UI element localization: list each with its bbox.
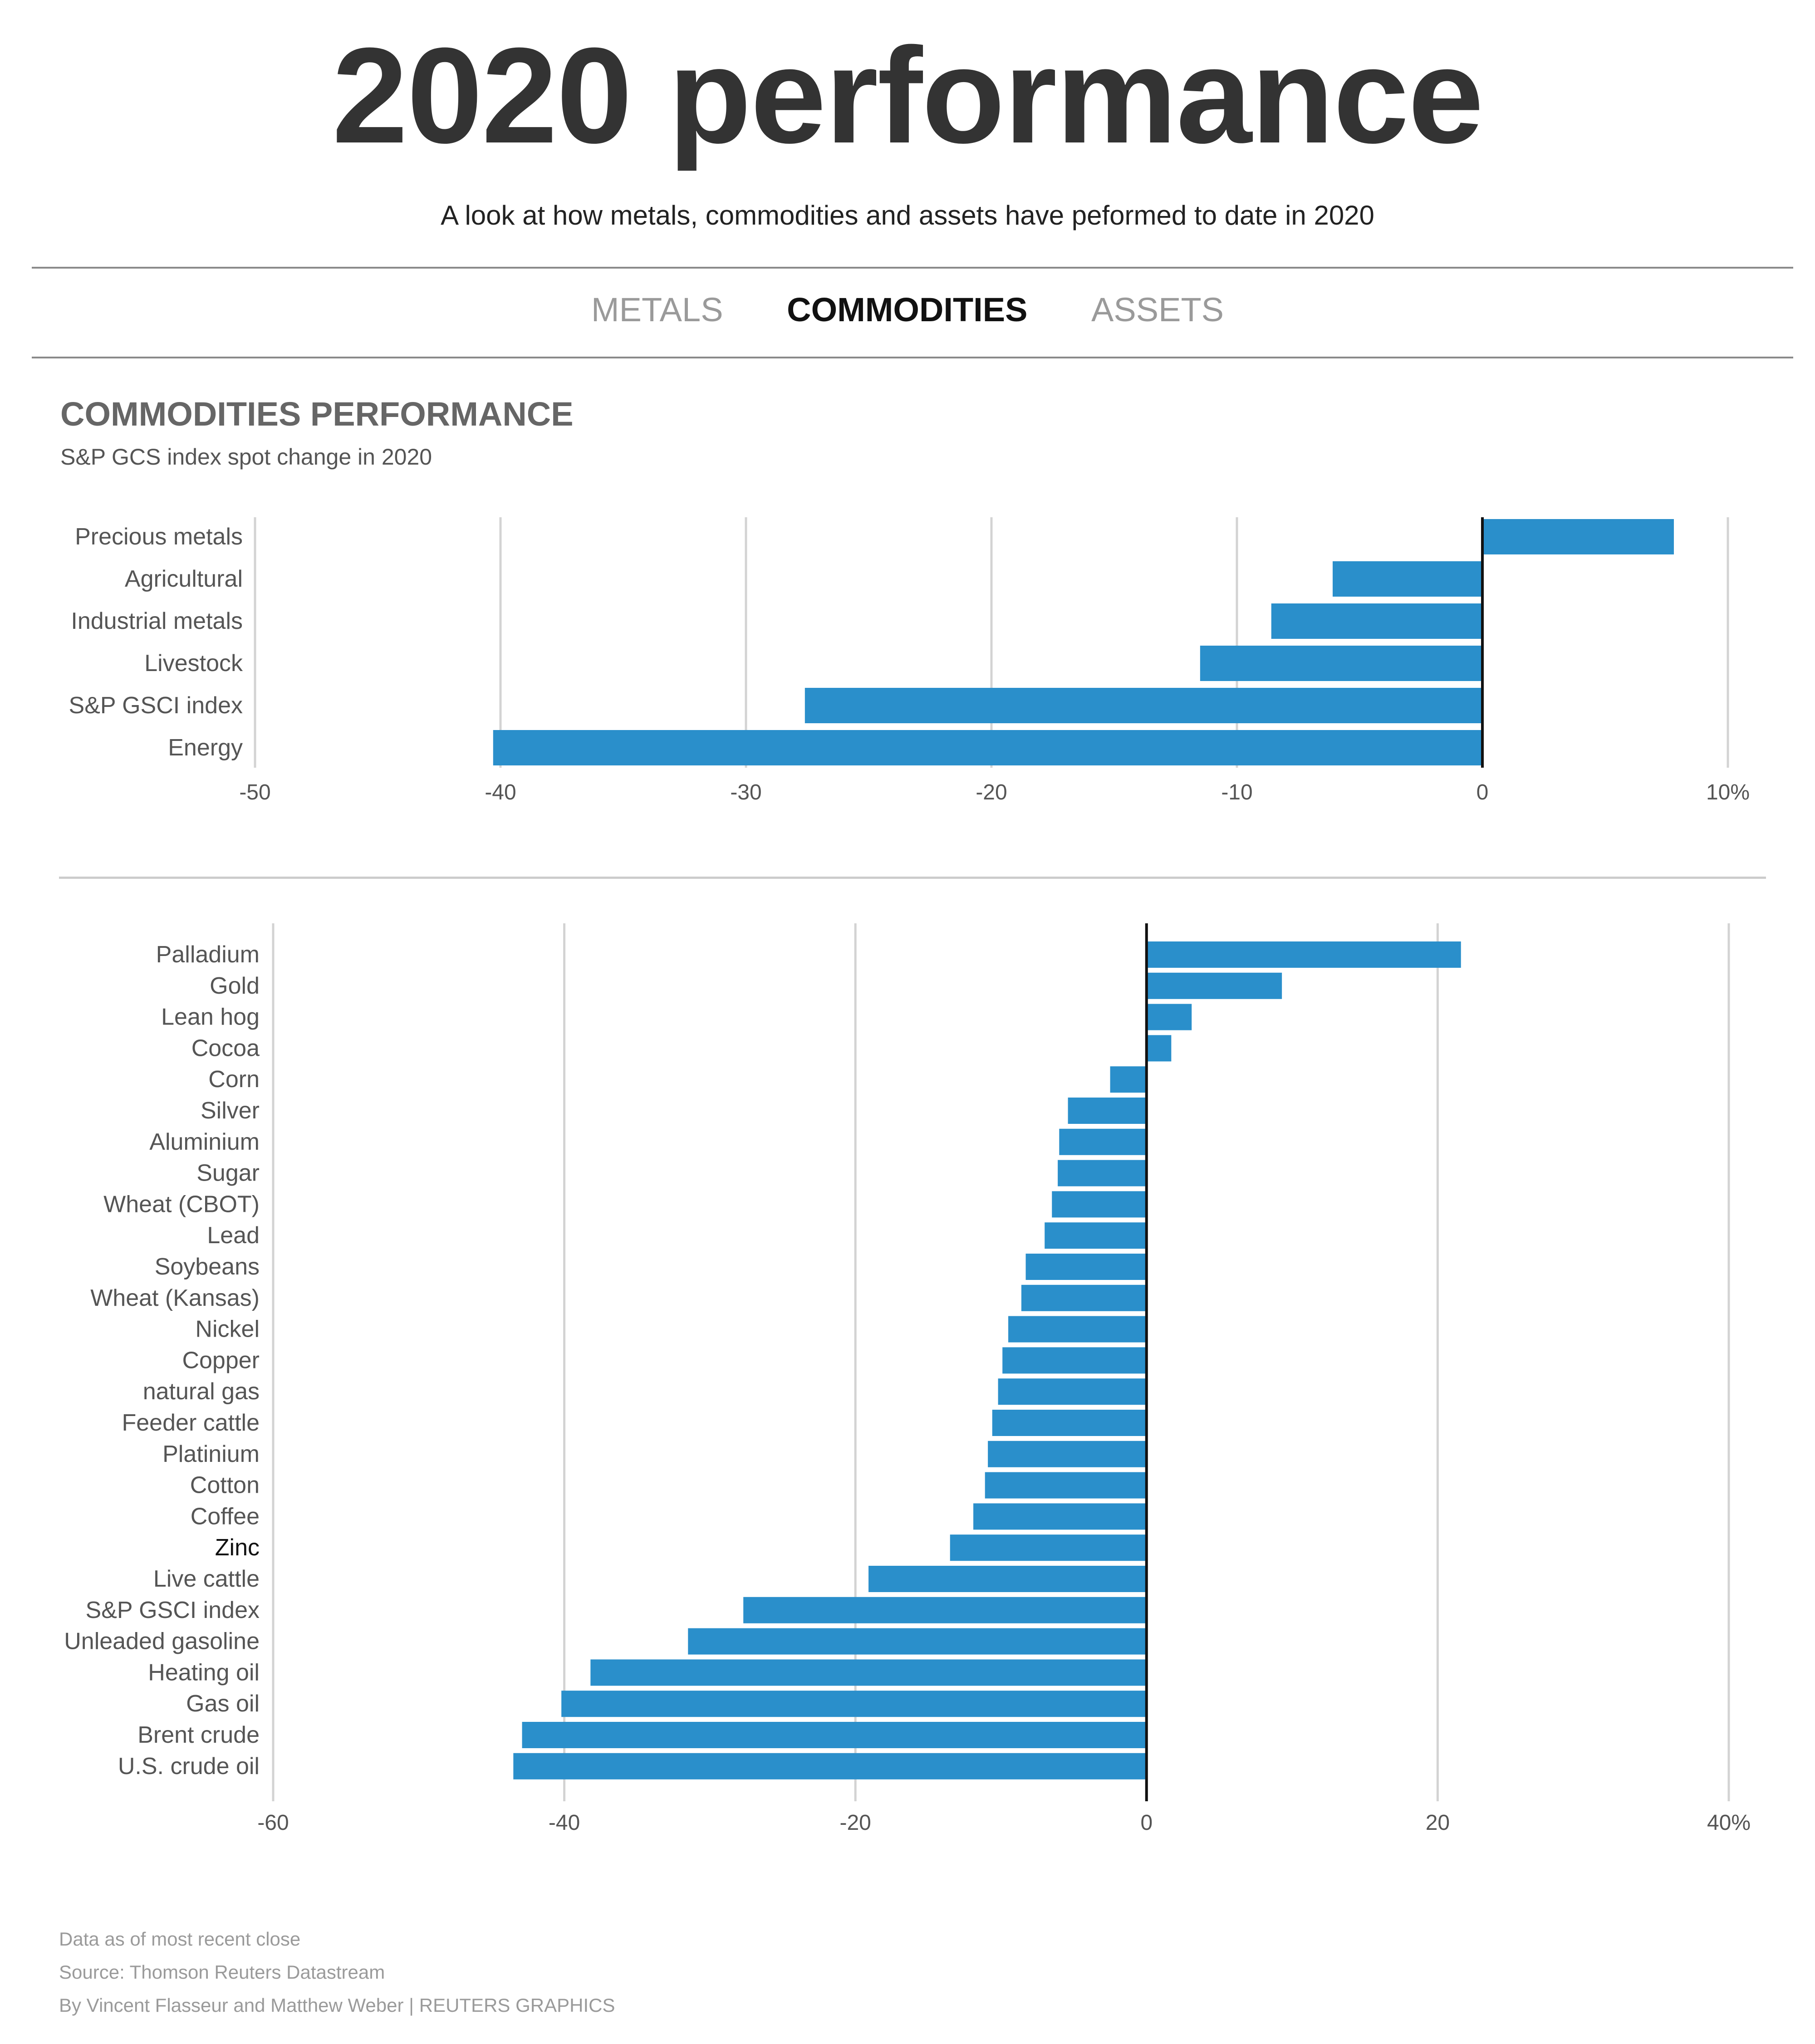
bar [513,1753,1147,1779]
bar [1271,603,1482,639]
bar [1068,1098,1147,1124]
tick-label: 20 [1426,1811,1450,1835]
category-label: S&P GSCI index [69,692,243,719]
category-label: Aluminium [149,1129,260,1155]
bar [988,1441,1147,1467]
tick-label: -30 [730,780,761,804]
bar [561,1691,1147,1717]
tab-commodities[interactable]: COMMODITIES [787,291,1028,328]
footer-credit: By Vincent Flasseur and Matthew Weber | … [59,1995,615,2016]
category-label: Wheat (CBOT) [103,1191,260,1217]
category-label: S&P GSCI index [86,1597,260,1623]
category-label: Cocoa [191,1035,260,1061]
top-divider [32,267,1793,269]
category-label: Agricultural [125,566,243,592]
category-label: Nickel [195,1316,260,1343]
category-label: Gas oil [186,1691,260,1717]
bar [522,1722,1147,1748]
bar [1058,1160,1147,1186]
bar [1021,1284,1147,1311]
category-label: Corn [208,1066,260,1093]
category-label: Lead [207,1222,260,1249]
category-label: Sugar [196,1160,260,1186]
category-label: Brent crude [137,1722,260,1748]
category-label: Energy [168,735,243,761]
category-label: Platinium [162,1441,260,1467]
tick-label: -40 [549,1811,580,1835]
tabs-divider [32,357,1793,358]
bar [1110,1066,1147,1093]
tick-label: -50 [239,780,270,804]
page-title: 2020 performance [332,19,1484,172]
category-label: Wheat (Kansas) [90,1285,260,1311]
tick-label: -60 [257,1811,289,1835]
bar [998,1378,1147,1405]
bar [1008,1316,1147,1343]
bar [985,1472,1147,1499]
category-label: Live cattle [153,1566,260,1592]
footer-note: Data as of most recent close [59,1928,301,1950]
bar [1025,1254,1147,1280]
footer-source: Source: Thomson Reuters Datastream [59,1961,385,1983]
category-label: Copper [182,1347,260,1373]
bar [1482,519,1674,554]
category-label: Industrial metals [71,608,243,634]
tab-assets[interactable]: ASSETS [1091,291,1224,328]
category-label: Gold [210,973,260,999]
category-label: Soybeans [155,1254,260,1280]
category-label: Silver [201,1098,260,1124]
bar [1146,1004,1192,1030]
category-label: Cotton [190,1472,260,1499]
tick-label: 40% [1707,1811,1751,1835]
section-subtitle: S&P GCS index spot change in 2020 [60,444,432,470]
bar [973,1503,1147,1530]
bar [1146,972,1282,999]
bar [688,1628,1147,1655]
category-label: Palladium [156,941,260,968]
bar [1002,1347,1147,1374]
tick-label: -20 [976,780,1007,804]
bar [493,730,1482,765]
bar [1052,1191,1147,1218]
category-label: Lean hog [161,1004,260,1030]
bar [1332,561,1482,597]
bar [1146,941,1461,968]
category-label: natural gas [143,1378,260,1405]
tab-metals[interactable]: METALS [591,291,723,328]
bar [992,1410,1147,1436]
bar [950,1534,1147,1561]
chart-divider [59,877,1766,879]
category-label: Coffee [191,1503,260,1529]
category-label: Heating oil [148,1659,260,1686]
tick-label: -20 [840,1811,871,1835]
category-label: U.S. crude oil [118,1753,260,1779]
bar [743,1597,1147,1623]
tick-label: 0 [1140,1811,1153,1835]
category-label: Unleaded gasoline [64,1628,260,1655]
tick-label: 0 [1477,780,1489,804]
section-title: COMMODITIES PERFORMANCE [60,395,574,433]
category-label: Feeder cattle [122,1410,260,1436]
bar [1045,1222,1147,1249]
bar [1200,646,1482,681]
bar [590,1659,1147,1686]
tick-label: -40 [485,780,516,804]
tab-bar: METALS COMMODITIES ASSETS [0,290,1815,329]
tick-label: 10% [1706,780,1750,804]
category-label: Precious metals [75,524,243,550]
category-label: Livestock [144,650,243,676]
page-subtitle: A look at how metals, commodities and as… [441,200,1374,230]
bar [1059,1128,1147,1155]
bar [868,1566,1147,1592]
category-label: Zinc [215,1534,260,1561]
bar [1146,1035,1172,1062]
bar [804,688,1482,723]
tick-label: -10 [1221,780,1252,804]
